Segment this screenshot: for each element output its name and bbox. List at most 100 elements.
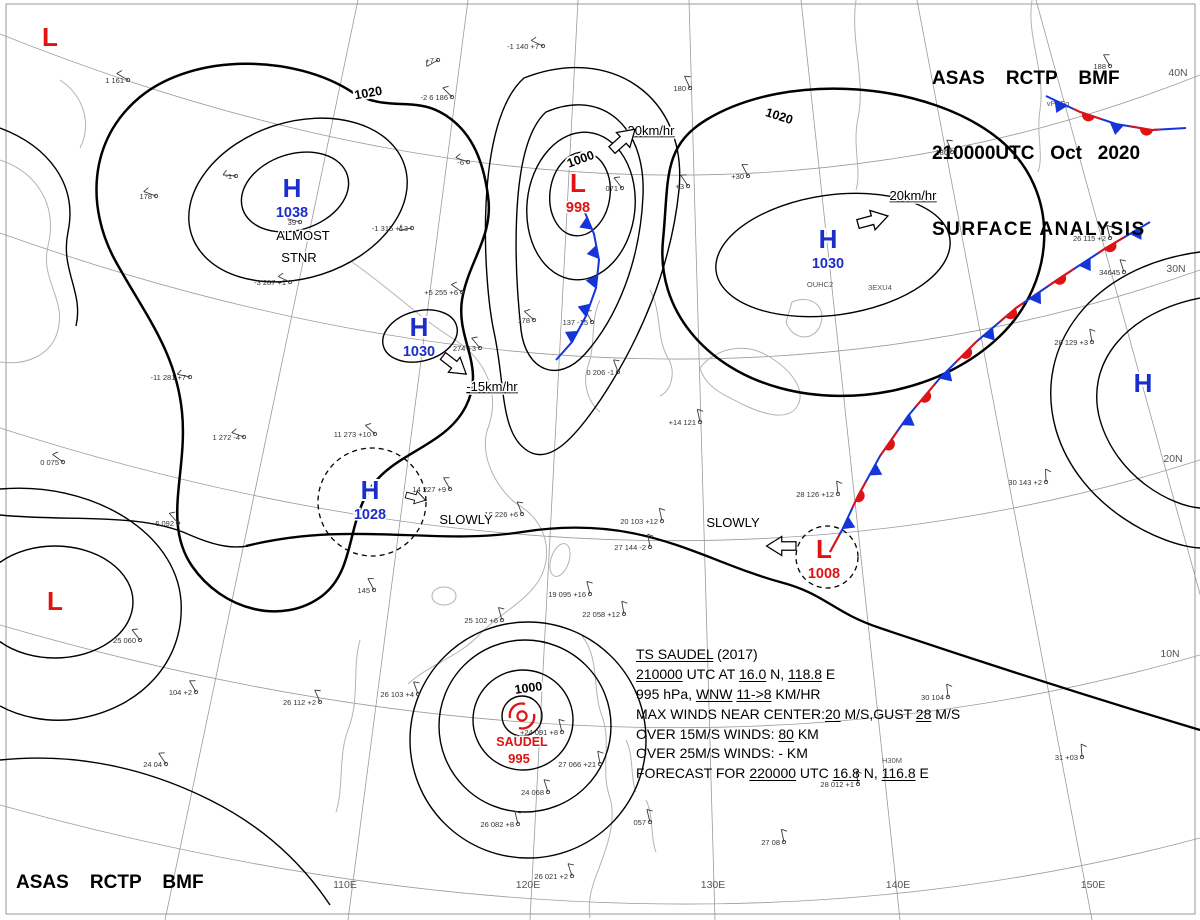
grid-line xyxy=(164,0,359,920)
station-circle xyxy=(745,173,751,179)
pressure-center-symbol: L xyxy=(816,534,832,564)
grid-label-latitude: 20N xyxy=(1163,453,1182,465)
wind-barb xyxy=(558,719,563,733)
cold-front-triangle xyxy=(1054,100,1068,113)
station-plot: 180 xyxy=(935,139,955,157)
storm-info-value: 16.8 xyxy=(832,765,860,782)
title-line: ASAS RCTP BMF xyxy=(16,872,204,894)
wind-barb xyxy=(1119,259,1125,273)
storm-info-value: 28 xyxy=(915,705,932,722)
wind-barb xyxy=(946,139,953,153)
annotation-label: STNR xyxy=(281,250,316,265)
dynamic-layer: 110E 120E 130E 140E 150E 40N 30N 20N 10N 1 161 +7 -… xyxy=(40,20,1188,891)
station-circle xyxy=(459,289,465,295)
station-label: -1 315 +13 xyxy=(372,224,408,233)
station-circle xyxy=(540,43,546,49)
station-label: 20 103 +12 xyxy=(620,517,658,526)
wind-barb xyxy=(231,432,245,438)
station-callsign: OUHC2 xyxy=(807,280,833,289)
station-label: -11 281 +7 xyxy=(150,373,186,382)
station-plot: -6 xyxy=(455,153,471,167)
station-circle xyxy=(1043,479,1049,485)
wind-barb xyxy=(646,809,651,823)
pressure-center-symbol: H xyxy=(410,312,429,342)
movement-arrow xyxy=(404,490,427,505)
station-plot: 6 092 xyxy=(155,511,181,528)
grid-label-latitude: 10N xyxy=(1160,648,1179,660)
station-circle xyxy=(1089,339,1095,345)
station-plot: +5 255 +6 xyxy=(424,281,465,297)
isobar-dashed-high xyxy=(317,447,427,557)
storm-info-value: 16.0 xyxy=(739,665,767,682)
station-label: 26 103 +4 xyxy=(380,690,414,699)
station-plot: +30 xyxy=(731,164,751,181)
station-circle xyxy=(597,761,603,767)
station-label: 057 xyxy=(633,818,646,827)
storm-info-line: 995 hPa, WNW 11->8 KM/HR xyxy=(636,685,960,705)
station-label: 188 xyxy=(1093,62,1106,71)
storm-info-value: 20 xyxy=(825,705,841,722)
station-plot: 11 273 +10 xyxy=(334,423,378,439)
station-plot: 39 xyxy=(287,214,303,227)
station-plot: 057 xyxy=(633,808,653,827)
wind-barb-feather xyxy=(567,863,574,866)
isobar-1020 xyxy=(95,62,491,613)
grid-line xyxy=(0,427,1200,541)
wind-barb-feather xyxy=(169,511,176,514)
wind-barb-feather xyxy=(131,628,139,631)
wind-barb-feather xyxy=(471,336,478,339)
pressure-center-symbol: H xyxy=(361,475,380,505)
station-circle xyxy=(447,486,453,492)
isobar xyxy=(472,669,574,771)
pressure-center-symbol: L xyxy=(570,168,586,198)
grid-line xyxy=(0,804,1200,905)
station-label: 31 +03 xyxy=(1055,753,1078,762)
wind-barb xyxy=(524,310,535,321)
station-circle xyxy=(949,149,955,155)
wind-barb-feather xyxy=(514,810,521,814)
station-circle xyxy=(60,459,66,465)
annotation-label: 20km/hr xyxy=(890,188,938,203)
station-circle xyxy=(1079,754,1085,760)
warm-front-semicircle xyxy=(1081,112,1095,122)
wind-barb xyxy=(278,276,291,283)
storm-info-value: 210000 xyxy=(636,665,683,682)
annotation-label: SLOWLY xyxy=(706,515,760,530)
cold-front-triangle xyxy=(585,274,598,289)
station-circle xyxy=(175,520,181,526)
storm-info-text: OVER 25M/S WINDS: - KM xyxy=(636,745,808,762)
station-label: 22 058 +12 xyxy=(582,610,620,619)
wind-barb xyxy=(413,681,419,695)
station-plot: H30M xyxy=(882,756,902,765)
station-plot: 19 095 +16 xyxy=(548,580,593,599)
pressure-center-value: 1008 xyxy=(808,566,840,582)
wind-barb-feather xyxy=(277,272,284,277)
isobar xyxy=(549,151,611,237)
pressure-center-value: 1038 xyxy=(276,205,308,221)
station-label: 27 08 xyxy=(761,838,780,847)
station-callsign: 3EXU4 xyxy=(868,283,892,292)
storm-info-text: UTC xyxy=(796,765,833,782)
storm-info-text: MAX WINDS NEAR CENTER: xyxy=(636,705,826,722)
coastline xyxy=(351,261,548,685)
isobar xyxy=(188,117,408,283)
station-label: 178 xyxy=(517,316,530,325)
wind-barb-feather xyxy=(647,533,654,537)
station-circle xyxy=(697,419,703,425)
coastline-taiwan xyxy=(549,543,571,577)
storm-info-text: E xyxy=(915,765,929,782)
wind-barb-feather xyxy=(222,169,227,176)
warm-front-semicircle xyxy=(920,391,932,403)
storm-info-value: 11->8 xyxy=(736,685,772,702)
storm-info-text: (2017) xyxy=(713,646,758,662)
wind-barb xyxy=(471,337,481,349)
wind-barb-feather xyxy=(543,779,550,782)
isobar xyxy=(0,757,331,906)
station-plot: 22 058 +12 xyxy=(582,600,628,619)
wind-barb xyxy=(586,581,591,595)
station-plot: 104 +2 xyxy=(169,680,199,697)
cold-front-triangle xyxy=(564,330,578,344)
